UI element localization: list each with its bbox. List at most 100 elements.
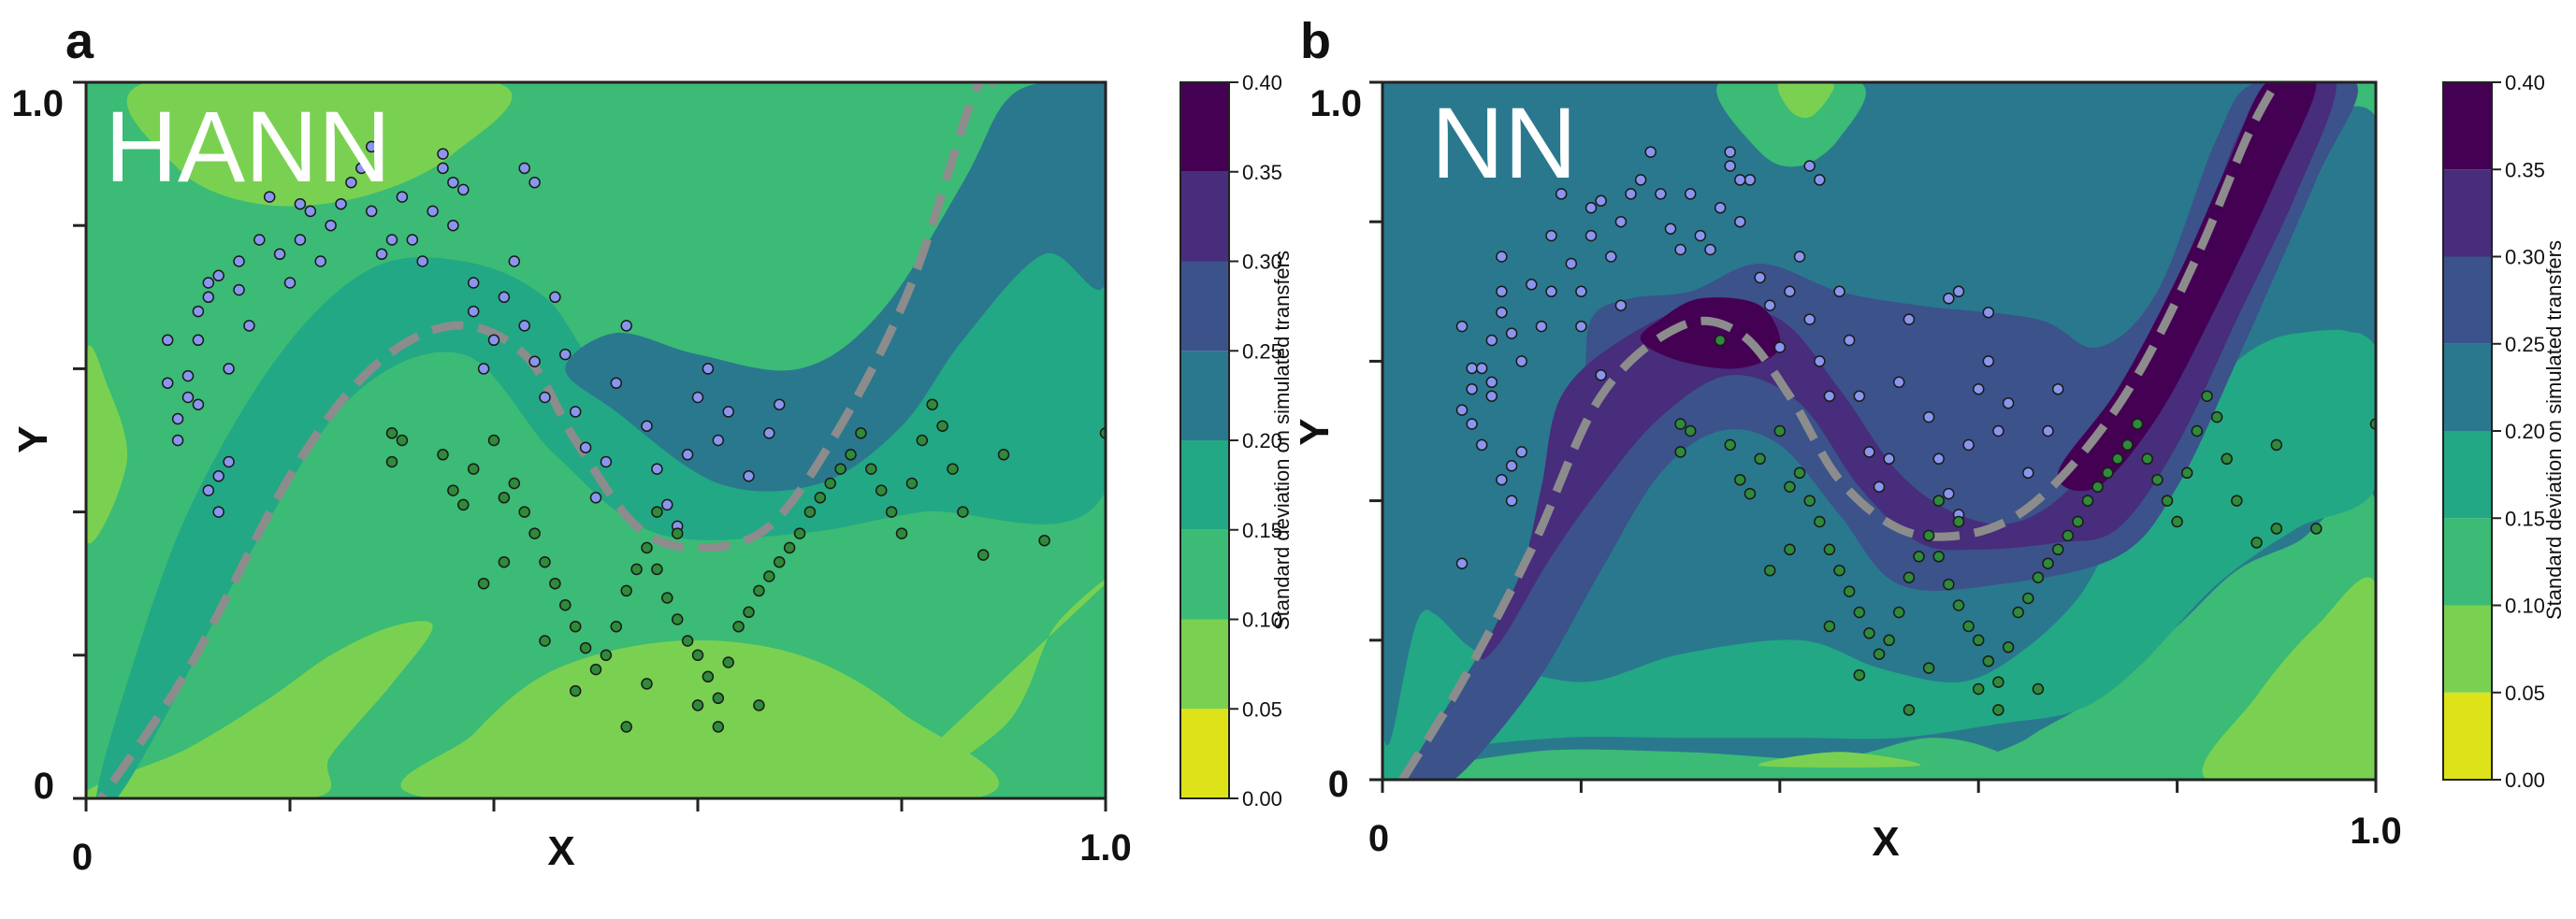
point-blue [283, 277, 297, 289]
point-green [385, 455, 398, 468]
point-blue [1585, 229, 1598, 242]
point-blue [1853, 390, 1866, 402]
colorbar-tick-label: 0.10 [2505, 595, 2545, 618]
point-green [2250, 537, 2263, 549]
point-blue [651, 463, 663, 475]
point-green [1863, 627, 1875, 639]
point-green [1853, 606, 1866, 619]
point-blue [1655, 188, 1667, 200]
point-blue [181, 391, 195, 404]
point-blue [1903, 313, 1916, 325]
point-green [1734, 473, 1746, 486]
contour-region-0.05-0.10 [881, 579, 1106, 798]
point-green [1038, 534, 1050, 547]
point-blue [1595, 194, 1607, 208]
point-green [1674, 446, 1686, 458]
x-tick-label-max: 1.0 [1079, 827, 1132, 869]
point-blue [712, 434, 725, 447]
point-green [1853, 668, 1866, 682]
point-blue [1744, 174, 1757, 186]
point-green [2151, 473, 2164, 486]
point-green [1773, 424, 1787, 438]
panel-b: b NN 0 1.0 0 1.0 X Y 0.00 0.05 0.10 0.15 0.2… [1292, 13, 2566, 865]
point-blue [763, 427, 775, 439]
point-green [1823, 620, 1836, 633]
y-axis-label: Y [1292, 418, 1338, 445]
colorbar-band [1180, 261, 1229, 352]
colorbar-band [2443, 518, 2492, 606]
colorbar-band [2443, 692, 2492, 780]
point-green [1952, 599, 1965, 611]
point-green [691, 699, 704, 711]
point-green [916, 434, 929, 447]
point-green [2161, 495, 2174, 507]
point-green [2231, 495, 2243, 507]
point-green [539, 635, 551, 647]
point-green [1992, 704, 2004, 716]
point-blue [1496, 473, 1508, 486]
panel-letter-a: a [65, 13, 94, 69]
colorbar-band [2443, 431, 2492, 519]
colorbar-tick-label: 0.35 [1242, 161, 1282, 184]
point-green [803, 506, 817, 518]
colorbar-tick-label: 0.00 [1242, 787, 1282, 811]
point-blue [1505, 495, 1518, 507]
colorbar-tick-label: 0.25 [1242, 339, 1282, 363]
point-blue [325, 219, 337, 232]
point-green [1793, 467, 1806, 480]
point-blue [1754, 271, 1766, 284]
point-green [1763, 564, 1776, 577]
point-green [447, 484, 459, 496]
y-tick-label-max: 1.0 [1310, 83, 1362, 124]
point-green [1873, 648, 1886, 660]
contour-region-0.35-0.40 [1640, 297, 1781, 369]
point-blue [1455, 557, 1469, 569]
colorbar-tick-label: 0.25 [2505, 333, 2545, 356]
point-green [2180, 467, 2193, 480]
point-green [1943, 578, 1955, 591]
plot-title: NN [1431, 86, 1577, 199]
point-blue [202, 484, 215, 496]
colorbar: 0.00 0.05 0.10 0.15 0.20 0.25 0.30 0.35 0.40 [1179, 71, 1282, 811]
point-blue [477, 363, 490, 375]
point-blue [212, 269, 224, 282]
point-green [702, 670, 715, 683]
point-green [2062, 529, 2075, 542]
point-blue [1545, 229, 1557, 242]
point-blue [1823, 390, 1836, 402]
point-green [2072, 515, 2084, 528]
point-green [1744, 487, 1757, 500]
point-blue [467, 277, 480, 289]
contour-region-0.05-0.10 [1758, 752, 1921, 768]
point-green [498, 555, 511, 568]
point-green [957, 506, 969, 518]
point-green [569, 684, 582, 697]
point-green [2032, 682, 2045, 696]
point-green [477, 577, 490, 590]
point-blue [375, 248, 388, 261]
point-blue [691, 391, 704, 404]
point-blue [1455, 404, 1469, 416]
point-blue [345, 176, 357, 189]
point-blue [1793, 251, 1806, 263]
point-blue [447, 176, 459, 189]
point-blue [1614, 215, 1628, 228]
point-blue [161, 334, 174, 347]
point-blue [600, 455, 613, 468]
contour-region-0.15-0.20 [1382, 329, 2376, 780]
point-green [845, 449, 857, 461]
colorbar-tick-label: 0.05 [2505, 682, 2545, 705]
point-blue [2002, 396, 2015, 409]
point-green [600, 649, 613, 662]
point-blue [1763, 299, 1776, 311]
contour-region-0.20-0.25 [565, 82, 1106, 492]
colorbar-tick-label: 0.10 [1242, 609, 1282, 632]
point-blue [416, 255, 428, 267]
point-green [498, 492, 511, 504]
y-tick-label-max: 1.0 [11, 83, 64, 124]
point-blue [1515, 355, 1527, 367]
contour-region-0.05-0.10 [2202, 577, 2376, 780]
point-blue [661, 498, 673, 511]
point-green [1932, 495, 1945, 507]
